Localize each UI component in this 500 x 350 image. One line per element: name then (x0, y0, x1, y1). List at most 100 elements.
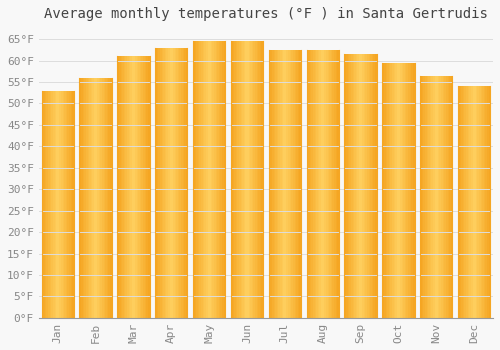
Bar (487, 86, 488, 318)
Bar (231, 41, 232, 318)
Bar (44, 91, 45, 318)
Bar (370, 54, 372, 318)
Bar (91, 78, 92, 318)
Bar (354, 54, 356, 318)
Bar (292, 50, 293, 318)
Bar (242, 41, 244, 318)
Bar (56, 91, 58, 318)
Bar (282, 50, 283, 318)
Bar (368, 54, 370, 318)
Bar (172, 48, 173, 318)
Bar (280, 50, 281, 318)
Bar (222, 41, 224, 318)
Bar (436, 76, 438, 318)
Bar (182, 48, 184, 318)
Bar (472, 86, 474, 318)
Bar (402, 63, 403, 318)
Bar (236, 41, 238, 318)
Bar (232, 41, 234, 318)
Bar (406, 63, 408, 318)
Bar (260, 41, 262, 318)
Bar (408, 63, 410, 318)
Bar (200, 41, 201, 318)
Bar (252, 41, 254, 318)
Bar (193, 41, 194, 318)
Bar (176, 48, 178, 318)
Bar (212, 41, 214, 318)
Bar (216, 41, 217, 318)
Bar (53, 91, 54, 318)
Bar (69, 91, 70, 318)
Bar (181, 48, 182, 318)
Bar (84, 78, 86, 318)
Bar (52, 91, 53, 318)
Bar (322, 50, 324, 318)
Bar (128, 56, 130, 318)
Bar (298, 50, 300, 318)
Bar (274, 50, 275, 318)
Bar (471, 86, 472, 318)
Bar (134, 56, 135, 318)
Bar (244, 41, 246, 318)
Bar (316, 50, 318, 318)
Bar (350, 54, 351, 318)
Bar (390, 63, 392, 318)
Bar (254, 41, 255, 318)
Bar (306, 50, 308, 318)
Bar (359, 54, 360, 318)
Bar (246, 41, 247, 318)
Bar (400, 63, 402, 318)
Bar (394, 63, 395, 318)
Bar (186, 48, 188, 318)
Bar (124, 56, 126, 318)
Bar (346, 54, 348, 318)
Bar (438, 76, 440, 318)
Bar (288, 50, 290, 318)
Bar (88, 78, 89, 318)
Bar (428, 76, 430, 318)
Bar (424, 76, 425, 318)
Bar (206, 41, 208, 318)
Bar (360, 54, 362, 318)
Bar (321, 50, 322, 318)
Bar (430, 76, 432, 318)
Bar (476, 86, 478, 318)
Bar (178, 48, 180, 318)
Bar (250, 41, 252, 318)
Bar (432, 76, 433, 318)
Bar (120, 56, 122, 318)
Bar (81, 78, 82, 318)
Bar (434, 76, 436, 318)
Bar (224, 41, 225, 318)
Bar (448, 76, 449, 318)
Bar (398, 63, 400, 318)
Bar (198, 41, 200, 318)
Bar (170, 48, 172, 318)
Bar (310, 50, 312, 318)
Bar (460, 86, 462, 318)
Bar (420, 76, 422, 318)
Title: Average monthly temperatures (°F ) in Santa Gertrudis: Average monthly temperatures (°F ) in Sa… (44, 7, 488, 21)
Bar (375, 54, 376, 318)
Bar (164, 48, 165, 318)
Bar (480, 86, 482, 318)
Bar (290, 50, 292, 318)
Bar (219, 41, 220, 318)
Bar (97, 78, 99, 318)
Bar (441, 76, 442, 318)
Bar (240, 41, 242, 318)
Bar (336, 50, 337, 318)
Bar (119, 56, 120, 318)
Bar (220, 41, 222, 318)
Bar (392, 63, 394, 318)
Bar (155, 48, 157, 318)
Bar (275, 50, 277, 318)
Bar (107, 78, 108, 318)
Bar (168, 48, 170, 318)
Bar (45, 91, 46, 318)
Bar (270, 50, 272, 318)
Bar (484, 86, 486, 318)
Bar (442, 76, 444, 318)
Bar (367, 54, 368, 318)
Bar (372, 54, 374, 318)
